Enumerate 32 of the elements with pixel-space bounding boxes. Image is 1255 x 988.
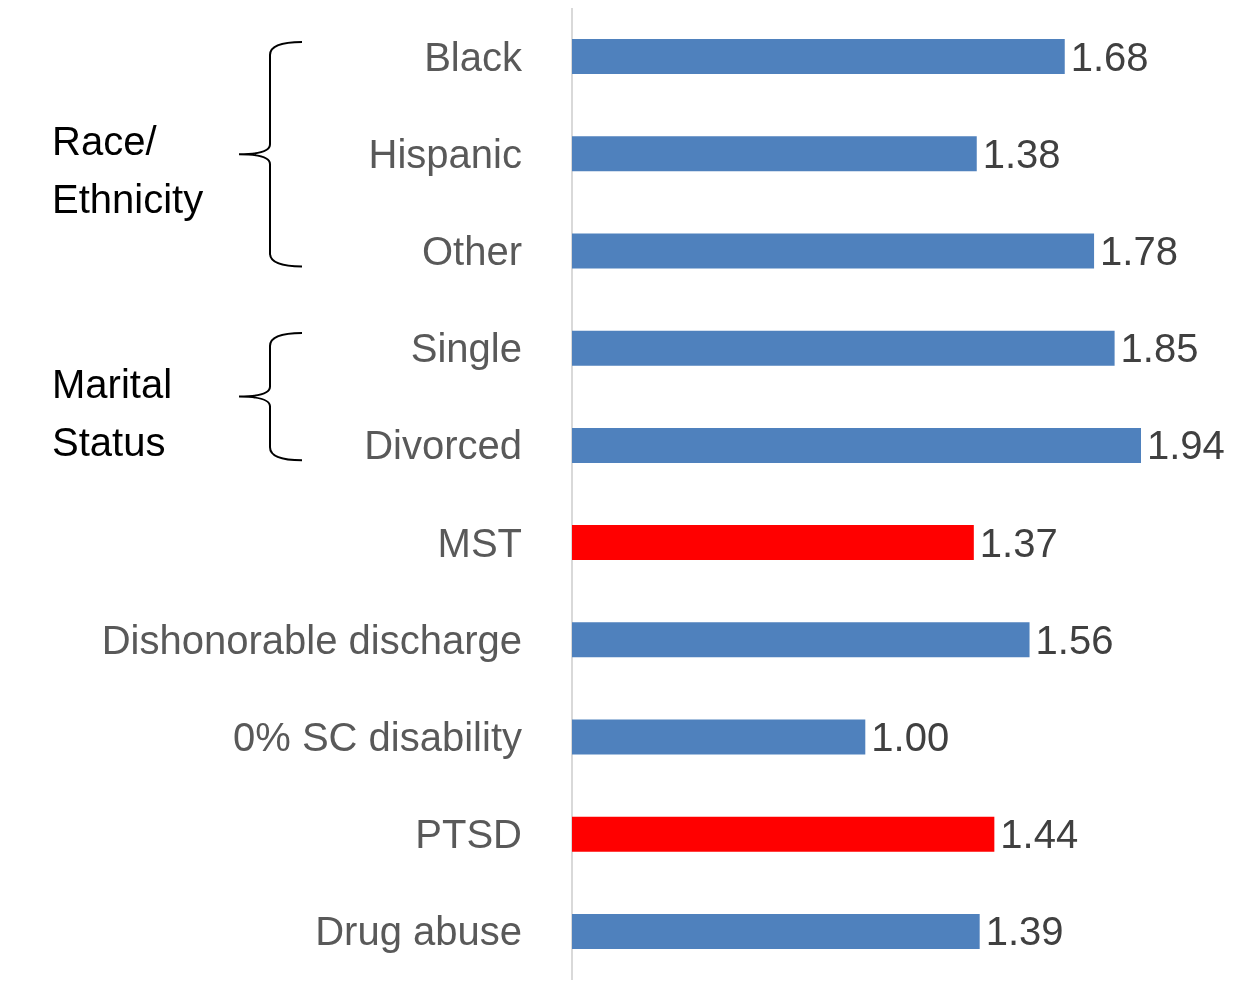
bar	[572, 719, 866, 755]
data-label: 1.78	[1100, 229, 1178, 273]
bar	[572, 233, 1095, 269]
data-label: 1.39	[985, 909, 1064, 954]
y-tick-label: MST	[437, 520, 522, 565]
y-tick-label: Black	[424, 34, 523, 79]
bar	[572, 427, 1141, 463]
bar	[572, 816, 995, 852]
bar	[572, 136, 977, 172]
data-label: 1.85	[1120, 326, 1199, 371]
data-label: 1.00	[871, 715, 950, 759]
data-label: 1.56	[1035, 617, 1114, 662]
data-label: 1.68	[1070, 34, 1149, 79]
bar	[572, 622, 1030, 658]
bar	[572, 913, 980, 949]
bar	[572, 330, 1115, 366]
data-label: 1.44	[1000, 812, 1079, 857]
data-label: 1.37	[979, 520, 1058, 565]
y-tick-label: Other	[421, 229, 522, 273]
y-tick-label: Drug abuse	[315, 909, 522, 954]
y-tick-label: PTSD	[415, 812, 522, 857]
text: Marital Status	[52, 361, 173, 464]
bar	[572, 39, 1065, 75]
y-tick-label: Dishonorable discharge	[101, 617, 522, 662]
y-tick-label: Single	[410, 326, 522, 371]
data-label: 1.38	[982, 131, 1061, 176]
data-label: 1.94	[1147, 423, 1225, 468]
y-tick-label: Hispanic	[368, 131, 522, 176]
bar	[572, 525, 974, 561]
text: Race/ Ethnicity	[52, 118, 204, 221]
y-tick-label: Divorced	[364, 423, 522, 468]
y-tick-label: 0% SC disability	[232, 715, 522, 759]
